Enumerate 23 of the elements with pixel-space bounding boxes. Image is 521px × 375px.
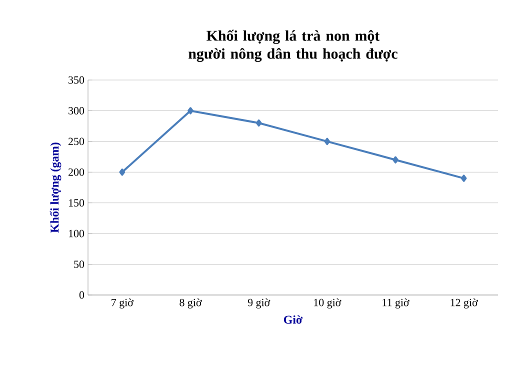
point xyxy=(324,138,330,146)
y-axis-title: Khối lượng (gam) xyxy=(50,142,62,233)
point xyxy=(119,168,126,176)
x-axis-title: Giờ xyxy=(284,315,303,324)
y-tick-label: 200 xyxy=(68,168,84,176)
y-tick-label: 50 xyxy=(74,260,84,268)
x-tick-label: 10 giờ xyxy=(314,298,342,308)
x-tick-label: 12 giờ xyxy=(450,298,478,308)
y-tick-label: 100 xyxy=(69,230,84,238)
y-tick-label: 0 xyxy=(79,291,84,299)
y-tick-label: 150 xyxy=(69,199,84,207)
x-tick-label: 9 giờ xyxy=(248,298,270,308)
point xyxy=(188,107,194,114)
y-tick-label: 250 xyxy=(68,138,84,146)
x-tick-label: 8 giờ xyxy=(180,298,202,308)
y-tick-label: 350 xyxy=(68,76,84,84)
y-tick-label: 300 xyxy=(68,107,84,114)
chart-title: Khối lượng lá trà non một người nông dân thu hoạch được xyxy=(188,30,398,62)
point xyxy=(392,156,398,164)
x-tick-label: 7 giờ xyxy=(112,298,134,308)
point xyxy=(460,174,467,182)
x-tick-label: 11 giờ xyxy=(382,298,410,308)
point xyxy=(256,119,262,127)
